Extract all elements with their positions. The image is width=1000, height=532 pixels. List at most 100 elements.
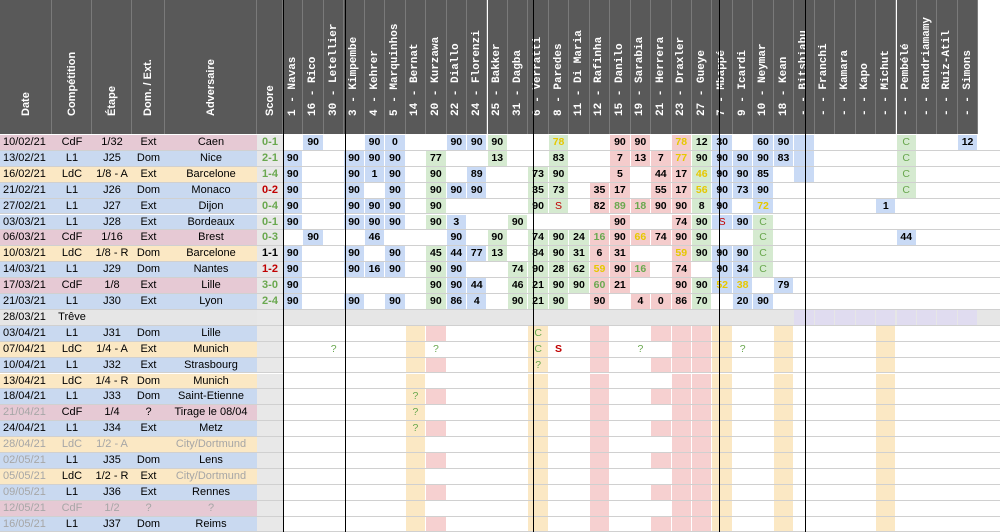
player-cell[interactable] (631, 421, 650, 436)
player-cell[interactable]: C (528, 325, 548, 341)
player-cell[interactable]: 90 (344, 166, 364, 182)
player-cell[interactable] (426, 357, 446, 373)
player-cell[interactable] (365, 437, 384, 452)
player-cell[interactable] (467, 262, 486, 277)
player-cell[interactable] (467, 326, 486, 341)
player-cell[interactable] (774, 246, 793, 261)
player-cell[interactable] (344, 135, 363, 150)
player-cell[interactable] (426, 325, 446, 341)
player-cell[interactable] (957, 166, 978, 182)
player-cell[interactable]: 55 (651, 182, 671, 198)
player-cell[interactable] (303, 183, 322, 198)
player-cell[interactable]: 90 (712, 246, 732, 262)
player-cell[interactable] (692, 405, 712, 421)
player-cell[interactable] (855, 500, 876, 516)
player-cell[interactable] (508, 183, 527, 198)
player-cell[interactable] (508, 246, 527, 261)
player-cell[interactable]: 46 (507, 278, 528, 293)
player-cell[interactable] (528, 215, 547, 230)
player-cell[interactable] (774, 294, 793, 309)
player-cell[interactable] (385, 453, 404, 468)
player-cell[interactable] (957, 230, 978, 246)
player-cell[interactable] (794, 309, 814, 325)
player-cell[interactable]: 90 (385, 182, 405, 198)
player-cell[interactable] (324, 374, 343, 389)
player-cell[interactable] (753, 437, 772, 452)
table-row[interactable]: 16/05/21 L1 J37 Dom Reims (0, 516, 1000, 532)
player-cell[interactable] (957, 484, 978, 500)
player-cell[interactable] (324, 389, 343, 404)
player-cell[interactable] (283, 374, 302, 389)
player-cell[interactable] (488, 517, 507, 532)
player-cell[interactable] (937, 405, 957, 421)
player-cell[interactable] (283, 453, 302, 468)
player-cell[interactable]: ? (330, 342, 337, 355)
player-cell[interactable]: 90 (426, 166, 446, 182)
player-cell[interactable] (651, 468, 671, 484)
player-cell[interactable] (773, 357, 794, 373)
player-cell[interactable] (426, 389, 446, 405)
player-cell[interactable] (896, 198, 916, 214)
player-cell[interactable] (733, 405, 752, 420)
player-cell[interactable]: 31 (610, 246, 630, 262)
player-cell[interactable]: 1 (364, 166, 385, 182)
player-cell[interactable] (712, 373, 732, 389)
player-cell[interactable] (814, 357, 835, 373)
player-cell[interactable] (916, 453, 937, 468)
player-cell[interactable] (631, 437, 650, 452)
player-cell[interactable] (406, 167, 425, 182)
player-cell[interactable]: ? (637, 342, 644, 355)
player-cell[interactable] (876, 150, 896, 166)
player-cell[interactable] (814, 421, 835, 437)
player-cell[interactable] (937, 230, 957, 246)
player-cell[interactable] (589, 516, 610, 532)
player-cell[interactable] (671, 421, 691, 437)
player-cell[interactable]: 77 (426, 150, 446, 166)
player-cell[interactable] (303, 485, 322, 500)
player-cell[interactable] (855, 246, 876, 262)
player-cell[interactable] (651, 437, 671, 452)
player-cell[interactable] (957, 294, 978, 309)
player-cell[interactable] (957, 214, 978, 230)
player-cell[interactable] (916, 278, 937, 293)
player-cell[interactable] (651, 246, 670, 261)
player-cell[interactable] (712, 453, 732, 468)
player-cell[interactable] (876, 516, 896, 532)
player-cell[interactable]: 13 (630, 150, 651, 166)
player-cell[interactable] (344, 374, 363, 389)
player-cell[interactable] (876, 500, 896, 516)
player-cell[interactable] (814, 182, 835, 198)
player-cell[interactable] (957, 262, 978, 278)
player-cell[interactable] (794, 230, 814, 246)
player-cell[interactable] (303, 358, 322, 373)
player-cell[interactable] (896, 246, 916, 262)
player-cell[interactable]: 16 (589, 230, 610, 246)
player-cell[interactable] (447, 151, 466, 166)
player-cell[interactable] (508, 151, 527, 166)
player-cell[interactable] (365, 453, 384, 468)
player-cell[interactable] (732, 309, 753, 325)
player-cell[interactable] (365, 374, 384, 389)
player-cell[interactable] (303, 326, 322, 341)
player-cell[interactable]: 44 (446, 246, 467, 262)
player-cell[interactable] (876, 484, 896, 500)
player-cell[interactable] (937, 516, 957, 532)
player-cell[interactable] (916, 230, 937, 246)
player-cell[interactable] (937, 309, 957, 325)
player-cell[interactable] (569, 151, 588, 166)
player-cell[interactable] (937, 150, 957, 166)
player-cell[interactable] (671, 373, 691, 389)
player-cell[interactable] (589, 484, 610, 500)
player-cell[interactable] (855, 453, 876, 468)
player-cell[interactable]: 90 (446, 182, 467, 198)
player-cell[interactable] (405, 468, 426, 484)
player-cell[interactable] (835, 468, 855, 484)
player-cell[interactable] (671, 453, 691, 468)
player-cell[interactable] (467, 517, 486, 532)
player-cell[interactable] (467, 453, 486, 468)
player-cell[interactable] (344, 326, 363, 341)
player-cell[interactable] (508, 421, 527, 436)
player-cell[interactable]: 31 (569, 246, 589, 262)
player-cell[interactable] (569, 501, 588, 516)
player-cell[interactable] (283, 230, 302, 245)
